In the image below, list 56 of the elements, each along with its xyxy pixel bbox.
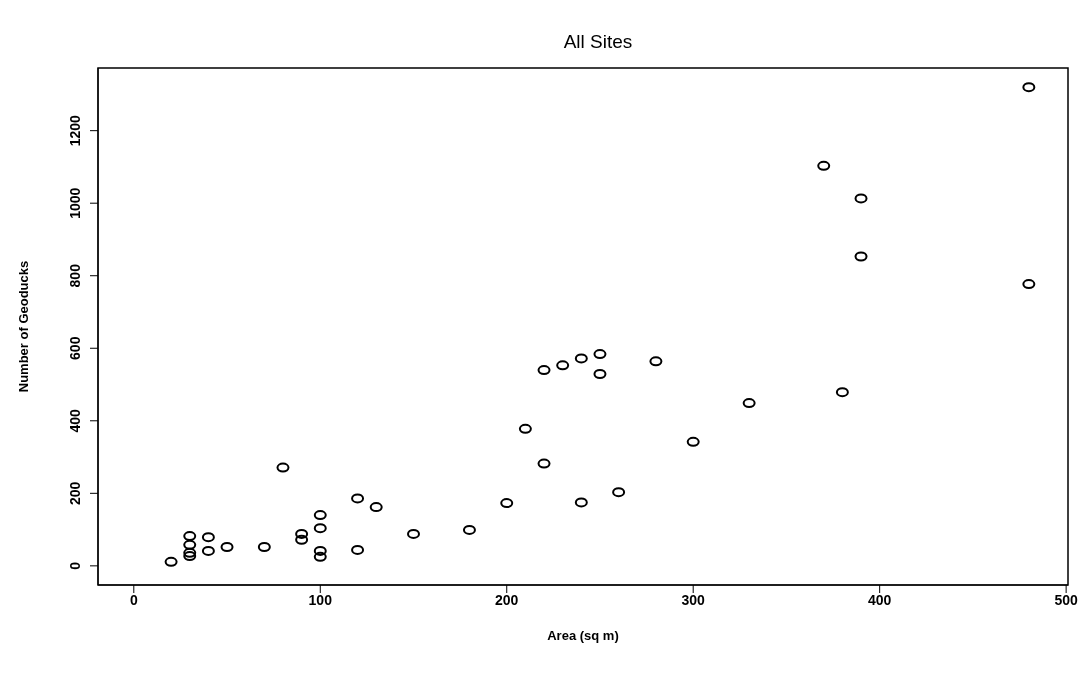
- point: [313, 510, 327, 521]
- point: [556, 360, 570, 371]
- point: [612, 487, 626, 498]
- point: [593, 369, 607, 380]
- point: [276, 462, 290, 473]
- point: [313, 551, 327, 562]
- point: [295, 528, 309, 539]
- point: [183, 551, 197, 562]
- point: [351, 493, 365, 504]
- point: [407, 528, 420, 539]
- chart-title: All Sites: [563, 31, 633, 52]
- x-tick-label: 100: [308, 591, 333, 608]
- point: [1022, 82, 1036, 93]
- point: [742, 398, 756, 409]
- x-axis-title: Area (sq m): [547, 628, 619, 643]
- point: [1022, 279, 1036, 290]
- x-tick-label: 400: [867, 591, 892, 608]
- point: [574, 353, 588, 364]
- point: [369, 502, 383, 513]
- point: [201, 532, 215, 543]
- point: [649, 356, 663, 367]
- point: [537, 458, 551, 469]
- point: [574, 497, 588, 508]
- y-tick-label: 1000: [67, 187, 83, 219]
- point: [593, 349, 607, 360]
- x-tick-label: 200: [495, 591, 519, 608]
- point: [854, 193, 868, 204]
- y-tick-label: 400: [67, 408, 83, 433]
- point: [462, 524, 476, 535]
- point: [313, 545, 327, 556]
- point: [835, 387, 849, 398]
- point: [854, 251, 868, 262]
- point: [201, 545, 215, 556]
- point: [220, 541, 234, 552]
- x-tick-label: 500: [1054, 591, 1079, 608]
- point: [351, 544, 365, 555]
- point: [183, 547, 197, 558]
- x-tick-label: 300: [681, 591, 706, 608]
- point: [500, 498, 514, 509]
- point: [537, 365, 551, 376]
- point: [295, 534, 309, 545]
- y-tick-label: 1200: [67, 114, 83, 147]
- y-tick-label: 600: [67, 336, 83, 360]
- point: [686, 436, 700, 447]
- point: [164, 556, 178, 567]
- point: [183, 539, 197, 550]
- point: [183, 531, 197, 542]
- y-tick-label: 800: [67, 263, 83, 288]
- y-axis-title: Number of Geoducks: [15, 260, 31, 393]
- y-tick-label: 0: [67, 561, 83, 570]
- point: [257, 541, 271, 552]
- point: [313, 523, 327, 534]
- x-tick-label: 0: [129, 591, 138, 608]
- point: [817, 160, 831, 171]
- y-tick-label: 200: [67, 481, 83, 505]
- point: [518, 423, 532, 434]
